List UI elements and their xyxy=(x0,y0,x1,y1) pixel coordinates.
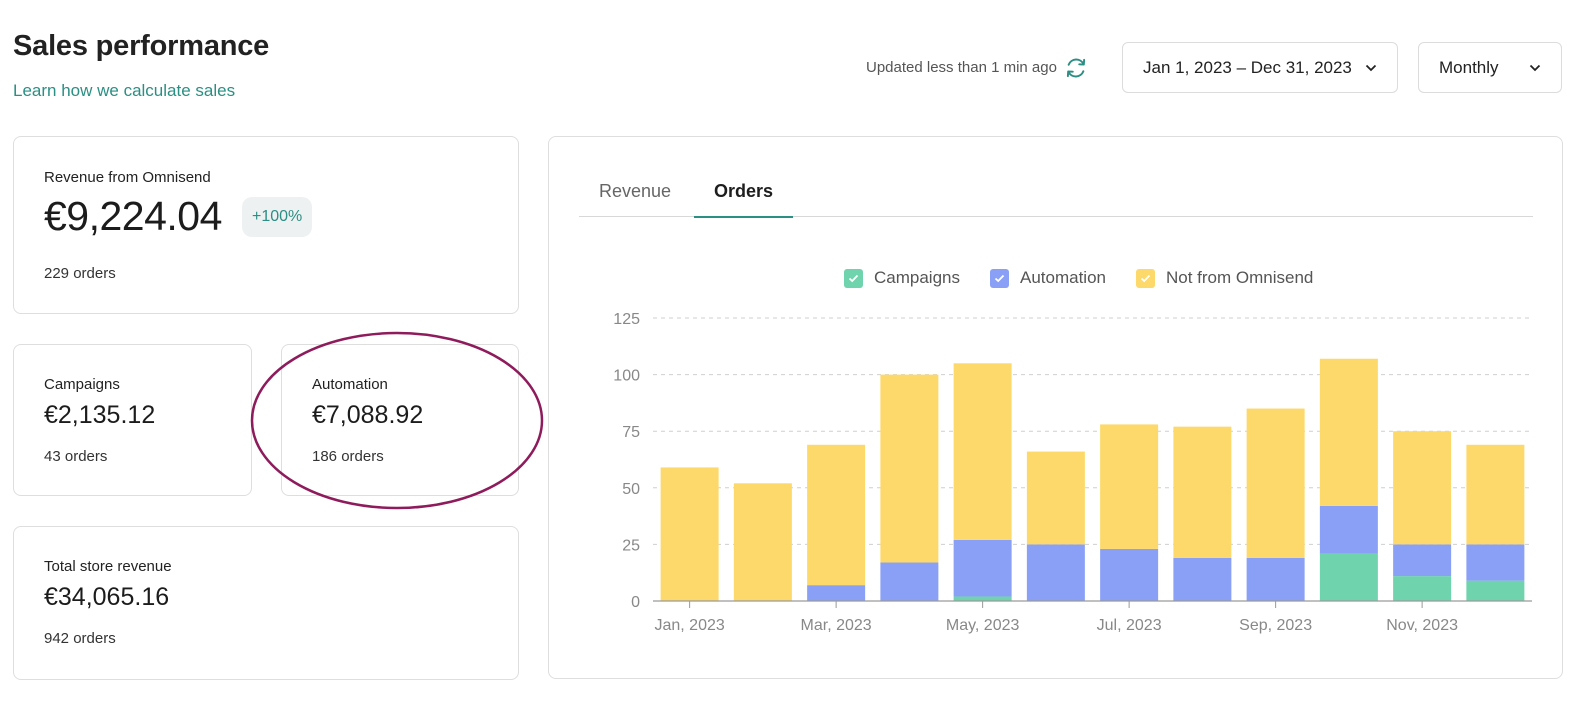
campaigns-value: €2,135.12 xyxy=(44,401,156,429)
refresh-icon[interactable] xyxy=(1063,55,1089,81)
orders-word: orders xyxy=(73,630,116,647)
bar-segment[interactable] xyxy=(1026,544,1085,601)
bar-segment[interactable] xyxy=(1026,451,1085,545)
y-tick-label: 125 xyxy=(613,311,640,328)
orders-count: 229 xyxy=(44,265,70,282)
automation-label: Automation xyxy=(312,376,388,393)
bar-segment[interactable] xyxy=(1100,548,1159,601)
bar-segment[interactable] xyxy=(1319,553,1378,601)
campaigns-orders: 43 orders xyxy=(44,448,107,465)
legend-label: Automation xyxy=(1020,268,1106,287)
bar-segment[interactable] xyxy=(1393,544,1452,577)
chart-legend: Campaigns Automation Not from Omnisend xyxy=(844,268,1343,288)
learn-how-link[interactable]: Learn how we calculate sales xyxy=(13,81,236,100)
x-tick-label: May, 2023 xyxy=(946,617,1020,634)
check-icon xyxy=(1136,268,1155,288)
orders-count: 186 xyxy=(312,448,338,465)
bar-segment[interactable] xyxy=(1466,544,1525,581)
bar-segment[interactable] xyxy=(953,596,1012,601)
legend-label: Campaigns xyxy=(874,268,960,287)
tab-orders[interactable]: Orders xyxy=(694,175,794,218)
legend-label: Not from Omnisend xyxy=(1166,268,1314,287)
bar-segment[interactable] xyxy=(1466,444,1525,545)
total-revenue-value: €34,065.16 xyxy=(44,583,170,611)
omnisend-revenue-value: €9,224.04 xyxy=(44,193,222,239)
y-tick-label: 100 xyxy=(613,368,640,385)
legend-campaigns[interactable]: Campaigns xyxy=(844,268,960,288)
campaigns-card: Campaigns €2,135.12 43 orders xyxy=(13,344,252,496)
chevron-down-icon xyxy=(1529,64,1541,71)
y-tick-label: 0 xyxy=(631,594,640,611)
chart-tabs: Revenue Orders xyxy=(579,175,1533,218)
omnisend-orders: 229 orders xyxy=(44,265,116,282)
automation-value: €7,088.92 xyxy=(312,401,424,429)
automation-card: Automation €7,088.92 186 orders xyxy=(281,344,519,496)
chevron-down-icon xyxy=(1365,64,1377,71)
updated-status: Updated less than 1 min ago xyxy=(866,59,1057,76)
bar-segment[interactable] xyxy=(1319,358,1378,506)
orders-word: orders xyxy=(73,265,116,282)
y-tick-label: 25 xyxy=(622,537,640,554)
orders-count: 43 xyxy=(44,448,61,465)
omnisend-revenue-card: Revenue from Omnisend €9,224.04 +100% 22… xyxy=(13,136,519,314)
bar-segment[interactable] xyxy=(733,483,792,601)
x-tick-label: Nov, 2023 xyxy=(1386,617,1458,634)
bar-segment[interactable] xyxy=(1393,576,1452,601)
period-value: Monthly xyxy=(1439,57,1499,77)
omnisend-revenue-label: Revenue from Omnisend xyxy=(44,169,211,186)
x-tick-label: Jan, 2023 xyxy=(654,617,724,634)
y-tick-label: 50 xyxy=(622,481,640,498)
page-title: Sales performance xyxy=(13,30,270,62)
orders-bar-chart: 0 25 50 75 100 125 Jan, 2023 Mar, 2023 May, 2023… xyxy=(613,311,1532,634)
orders-word: orders xyxy=(64,448,108,465)
bar-segment[interactable] xyxy=(660,467,719,601)
orders-count: 942 xyxy=(44,630,70,647)
bar-segment[interactable] xyxy=(1173,557,1232,601)
orders-word: orders xyxy=(341,448,384,465)
growth-badge: +100% xyxy=(242,197,313,237)
bar-segment[interactable] xyxy=(807,585,866,601)
bar-segment[interactable] xyxy=(807,444,866,586)
campaigns-label: Campaigns xyxy=(44,376,120,393)
x-tick-label: Sep, 2023 xyxy=(1239,617,1312,634)
bar-segment[interactable] xyxy=(880,562,939,601)
bar-segment[interactable] xyxy=(1173,426,1232,558)
orders-chart-card: Revenue Orders Campaigns Automation Not … xyxy=(548,136,1563,679)
date-range-value: Jan 1, 2023 – Dec 31, 2023 xyxy=(1143,57,1352,77)
check-icon xyxy=(844,268,863,288)
bar-segment[interactable] xyxy=(953,539,1012,597)
bar-segment[interactable] xyxy=(953,363,1012,540)
bar-segment[interactable] xyxy=(1466,580,1525,601)
bar-segment[interactable] xyxy=(1319,505,1378,554)
tab-revenue[interactable]: Revenue xyxy=(599,181,672,201)
legend-not-from-omnisend[interactable]: Not from Omnisend xyxy=(1136,268,1313,288)
y-tick-label: 75 xyxy=(622,424,640,441)
bar-segment[interactable] xyxy=(1393,431,1452,545)
period-dropdown[interactable]: Monthly xyxy=(1418,42,1562,93)
date-range-dropdown[interactable]: Jan 1, 2023 – Dec 31, 2023 xyxy=(1122,42,1398,93)
automation-orders: 186 orders xyxy=(312,448,384,465)
x-tick-label: Jul, 2023 xyxy=(1097,617,1162,634)
x-tick-label: Mar, 2023 xyxy=(801,617,872,634)
total-revenue-label: Total store revenue xyxy=(44,558,172,575)
legend-automation[interactable]: Automation xyxy=(990,268,1106,288)
bar-segment[interactable] xyxy=(1246,557,1305,601)
bar-segment[interactable] xyxy=(880,374,939,563)
bar-segment[interactable] xyxy=(1246,408,1305,558)
bar-segment[interactable] xyxy=(1100,424,1159,549)
total-revenue-card: Total store revenue €34,065.16 942 order… xyxy=(13,526,519,680)
total-orders: 942 orders xyxy=(44,630,116,647)
check-icon xyxy=(990,268,1009,288)
